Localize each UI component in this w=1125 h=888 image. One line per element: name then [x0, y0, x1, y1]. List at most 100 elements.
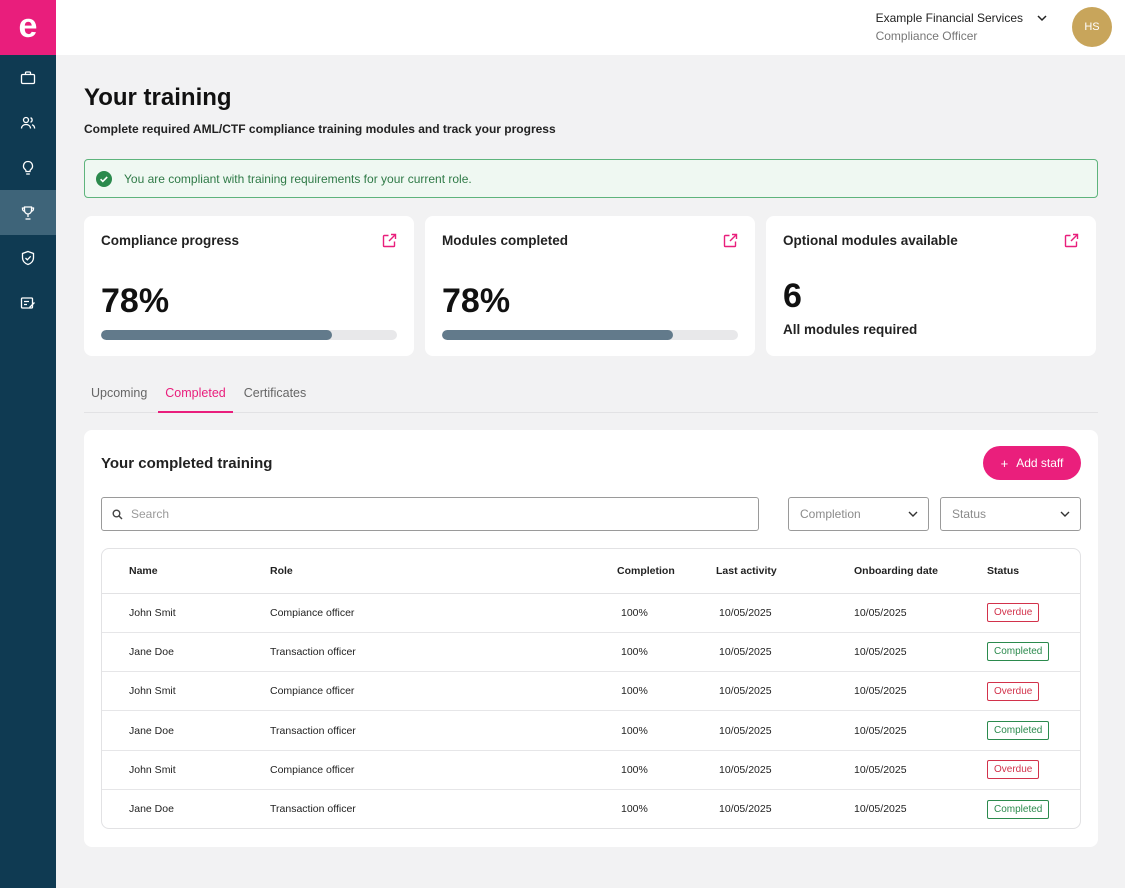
panel-title: Your completed training — [101, 455, 273, 472]
compliance-alert: You are compliant with training requirem… — [84, 159, 1098, 198]
modules-progress-fill — [442, 330, 673, 340]
cell-name: John Smit — [102, 593, 270, 633]
cell-role: Transaction officer — [270, 803, 356, 816]
cell-completion: 100% — [617, 671, 716, 712]
card-title: Modules completed — [442, 233, 569, 248]
external-link-icon[interactable] — [723, 233, 738, 248]
optional-modules-note: All modules required — [783, 322, 918, 337]
sidebar: e — [0, 0, 56, 888]
tab-upcoming[interactable]: Upcoming — [91, 386, 148, 400]
trophy-icon — [21, 205, 35, 220]
optional-modules-count: 6 — [783, 277, 802, 315]
check-circle-icon — [96, 170, 112, 187]
organization-name: Example Financial Services — [875, 11, 1023, 25]
cell-onboarding-date: 10/05/2025 — [854, 750, 987, 790]
cell-completion: 100% — [617, 593, 716, 633]
compliance-progress-fill — [101, 330, 332, 340]
completion-filter-label: Completion — [800, 507, 861, 521]
card-title: Compliance progress — [101, 233, 240, 248]
cell-completion: 100% — [617, 632, 716, 673]
add-staff-label: Add staff — [1016, 456, 1064, 470]
cell-last-activity: 10/05/2025 — [716, 710, 854, 751]
status-filter-label: Status — [952, 507, 987, 521]
search-icon — [112, 509, 123, 519]
sidebar-item-staff[interactable] — [0, 100, 56, 145]
tab-certificates[interactable]: Certificates — [243, 386, 307, 400]
column-header-onboarding-date[interactable]: Onboarding date — [854, 549, 987, 594]
search-box[interactable] — [101, 497, 759, 531]
cell-role: Compiance officer — [270, 593, 617, 633]
cell-completion: 100% — [617, 710, 716, 751]
summary-cards: Compliance progress 78% Modules complete… — [84, 216, 1098, 356]
column-header-last-activity[interactable]: Last activity — [716, 549, 854, 594]
page-subtitle: Complete required AML/CTF compliance tra… — [84, 122, 556, 136]
completion-filter[interactable]: Completion — [788, 497, 929, 531]
modules-percentage: 78% — [442, 282, 511, 320]
compliance-progress-card: Compliance progress 78% — [84, 216, 414, 356]
table-row[interactable]: Jane Doe Transaction officer 100% 10/05/202… — [102, 710, 1080, 751]
edit-note-icon — [20, 296, 35, 309]
page-title: Your training — [84, 84, 232, 111]
plus-icon: + — [1000, 455, 1009, 471]
status-badge: Completed — [987, 799, 1050, 819]
table-row[interactable]: John Smit Compiance officer 100% 10/05/2025… — [102, 750, 1080, 790]
chevron-down-icon — [908, 511, 918, 517]
modules-completed-card: Modules completed 78% — [425, 216, 755, 356]
cell-name: John Smit — [102, 671, 270, 712]
table-row[interactable]: Jane Doe Transaction officer 100% 10/05/202… — [102, 789, 1080, 828]
add-staff-button[interactable]: + Add staff — [983, 446, 1081, 480]
tab-completed[interactable]: Completed — [158, 374, 233, 413]
sidebar-item-training[interactable] — [0, 190, 56, 235]
completed-training-panel: Your completed training + Add staff Comp… — [84, 430, 1098, 847]
cell-onboarding-date: 10/05/2025 — [854, 671, 987, 712]
chevron-down-icon — [1060, 511, 1070, 517]
org-name-row[interactable]: Example Financial Services — [876, 11, 1047, 25]
cell-role: Transaction officer — [270, 710, 617, 751]
cell-onboarding-date: 10/05/2025 — [854, 593, 987, 633]
cell-role: Compiance officer — [270, 671, 617, 712]
cell-completion: 100% — [617, 750, 716, 790]
cell-status: Overdue — [987, 671, 1080, 712]
cell-last-activity: 10/05/2025 — [716, 632, 854, 673]
sidebar-item-insights[interactable] — [0, 145, 56, 190]
cell-completion: 100% — [621, 803, 648, 816]
status-badge: Completed — [987, 721, 1050, 741]
top-bar: Example Financial Services Compliance Of… — [56, 0, 1125, 55]
table-header-row: Name Role Completion Last activity Onboa… — [102, 549, 1080, 594]
table-row[interactable]: John Smit Compiance officer 100% 10/05/2025… — [102, 593, 1080, 633]
table-body: John Smit Compiance officer 100% 10/05/2025… — [102, 593, 1080, 828]
external-link-icon[interactable] — [382, 233, 397, 248]
compliance-percentage: 78% — [101, 282, 170, 320]
logo-letter: e — [18, 6, 38, 45]
external-link-icon[interactable] — [1064, 233, 1079, 248]
sidebar-item-compliance[interactable] — [0, 235, 56, 280]
cell-status: Completed — [987, 710, 1080, 751]
alert-message: You are compliant with training requirem… — [124, 171, 472, 186]
cell-onboarding-date: 10/05/2025 — [854, 710, 987, 751]
table-row[interactable]: John Smit Compiance officer 100% 10/05/2025… — [102, 671, 1080, 712]
column-header-status[interactable]: Status — [987, 549, 1080, 594]
modules-progress-bar — [442, 330, 738, 340]
status-badge: Overdue — [987, 760, 1040, 780]
cell-status: Overdue — [987, 750, 1080, 790]
status-filter[interactable]: Status — [940, 497, 1081, 531]
table-row[interactable]: Jane Doe Transaction officer 100% 10/05/202… — [102, 632, 1080, 673]
column-header-completion[interactable]: Completion — [617, 549, 716, 594]
training-table-container: Name Role Completion Last activity Onboa… — [101, 548, 1081, 829]
cell-role: Compiance officer — [270, 750, 617, 790]
column-header-role[interactable]: Role — [270, 549, 617, 594]
chevron-down-icon[interactable] — [1037, 14, 1047, 22]
cell-last-activity: 10/05/2025 — [716, 750, 854, 790]
sidebar-item-cases[interactable] — [0, 55, 56, 100]
sidebar-item-reports[interactable] — [0, 280, 56, 325]
column-header-name[interactable]: Name — [102, 549, 270, 594]
cell-role: Transaction officer — [270, 632, 617, 673]
organization-switcher[interactable]: Example Financial Services Compliance Of… — [876, 11, 1047, 43]
cell-name: John Smit — [102, 750, 270, 790]
search-input[interactable] — [131, 507, 731, 521]
user-avatar[interactable]: HS — [1072, 7, 1112, 47]
app-logo[interactable]: e — [0, 0, 56, 55]
cell-name: Jane Doe — [102, 632, 270, 673]
cell-last-activity: 10/05/2025 — [716, 593, 854, 633]
shield-check-icon — [21, 250, 35, 265]
